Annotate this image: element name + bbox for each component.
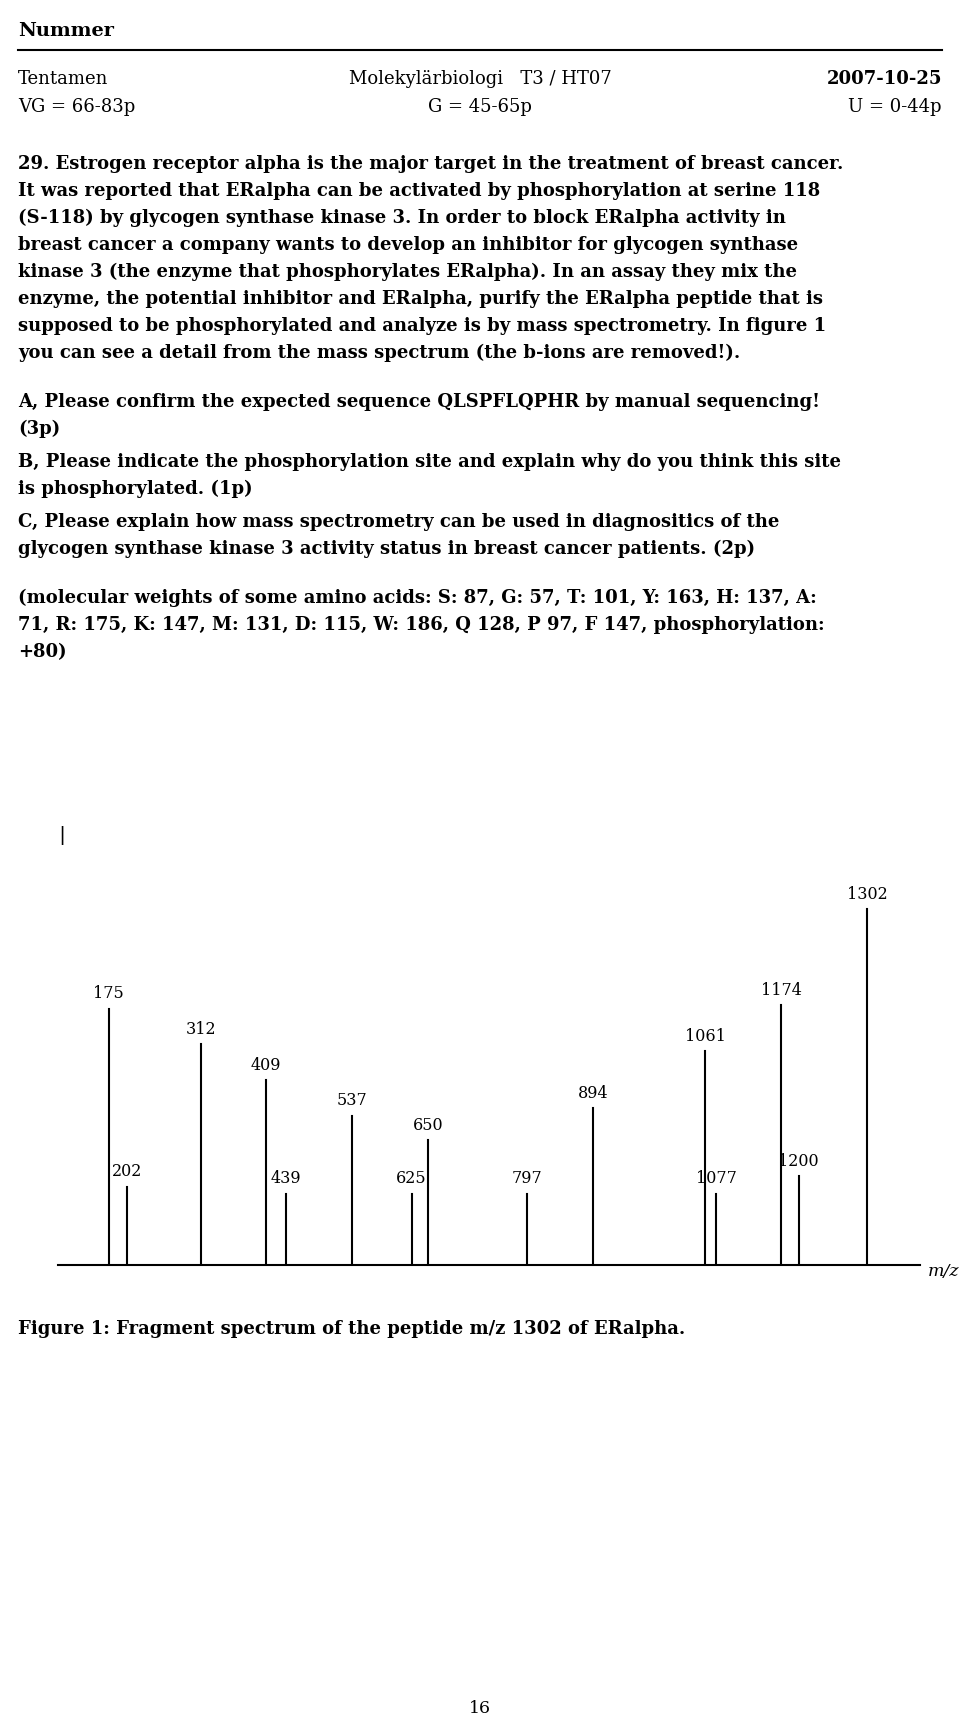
Text: 409: 409 — [251, 1056, 281, 1073]
Text: |: | — [58, 825, 65, 845]
Text: Molekylärbiologi   T3 / HT07: Molekylärbiologi T3 / HT07 — [348, 71, 612, 88]
Text: 312: 312 — [185, 1021, 216, 1038]
Text: 894: 894 — [577, 1085, 608, 1102]
Text: Tentamen: Tentamen — [18, 71, 108, 88]
Text: G = 45-65p: G = 45-65p — [428, 98, 532, 116]
Text: (molecular weights of some amino acids: S: 87, G: 57, T: 101, Y: 163, H: 137, A:: (molecular weights of some amino acids: … — [18, 588, 817, 607]
Text: 537: 537 — [337, 1092, 368, 1109]
Text: 1302: 1302 — [847, 885, 888, 902]
Text: VG = 66-83p: VG = 66-83p — [18, 98, 135, 116]
Text: 71, R: 175, K: 147, M: 131, D: 115, W: 186, Q 128, P 97, F 147, phosphorylation:: 71, R: 175, K: 147, M: 131, D: 115, W: 1… — [18, 616, 825, 635]
Text: 439: 439 — [271, 1170, 301, 1187]
Text: 1077: 1077 — [695, 1170, 736, 1187]
Text: (3p): (3p) — [18, 419, 60, 438]
Text: glycogen synthase kinase 3 activity status in breast cancer patients. (2p): glycogen synthase kinase 3 activity stat… — [18, 540, 756, 559]
Text: C, Please explain how mass spectrometry can be used in diagnositics of the: C, Please explain how mass spectrometry … — [18, 512, 780, 531]
Text: you can see a detail from the mass spectrum (the b-ions are removed!).: you can see a detail from the mass spect… — [18, 343, 740, 362]
Text: 2007-10-25: 2007-10-25 — [827, 71, 942, 88]
Text: 16: 16 — [469, 1701, 491, 1716]
Text: 202: 202 — [111, 1163, 142, 1180]
Text: 797: 797 — [512, 1170, 542, 1187]
Text: Figure 1: Fragment spectrum of the peptide m/z 1302 of ERalpha.: Figure 1: Fragment spectrum of the pepti… — [18, 1320, 685, 1339]
Text: 1174: 1174 — [761, 982, 802, 999]
Text: 650: 650 — [413, 1118, 444, 1133]
Text: m/z: m/z — [928, 1263, 959, 1280]
Text: A, Please confirm the expected sequence QLSPFLQPHR by manual sequencing!: A, Please confirm the expected sequence … — [18, 393, 820, 411]
Text: B, Please indicate the phosphorylation site and explain why do you think this si: B, Please indicate the phosphorylation s… — [18, 454, 841, 471]
Text: breast cancer a company wants to develop an inhibitor for glycogen synthase: breast cancer a company wants to develop… — [18, 236, 798, 254]
Text: Nummer: Nummer — [18, 22, 114, 40]
Text: is phosphorylated. (1p): is phosphorylated. (1p) — [18, 480, 252, 499]
Text: +80): +80) — [18, 643, 66, 661]
Text: 1061: 1061 — [684, 1028, 726, 1045]
Text: enzyme, the potential inhibitor and ERalpha, purify the ERalpha peptide that is: enzyme, the potential inhibitor and ERal… — [18, 290, 823, 309]
Text: supposed to be phosphorylated and analyze is by mass spectrometry. In figure 1: supposed to be phosphorylated and analyz… — [18, 317, 827, 335]
Text: It was reported that ERalpha can be activated by phosphorylation at serine 118: It was reported that ERalpha can be acti… — [18, 183, 820, 200]
Text: 175: 175 — [93, 985, 124, 1002]
Text: 29. Estrogen receptor alpha is the major target in the treatment of breast cance: 29. Estrogen receptor alpha is the major… — [18, 155, 844, 172]
Text: U = 0-44p: U = 0-44p — [849, 98, 942, 116]
Text: kinase 3 (the enzyme that phosphorylates ERalpha). In an assay they mix the: kinase 3 (the enzyme that phosphorylates… — [18, 262, 797, 281]
Text: (S-118) by glycogen synthase kinase 3. In order to block ERalpha activity in: (S-118) by glycogen synthase kinase 3. I… — [18, 209, 786, 228]
Text: 625: 625 — [396, 1170, 427, 1187]
Text: 1200: 1200 — [779, 1152, 819, 1170]
